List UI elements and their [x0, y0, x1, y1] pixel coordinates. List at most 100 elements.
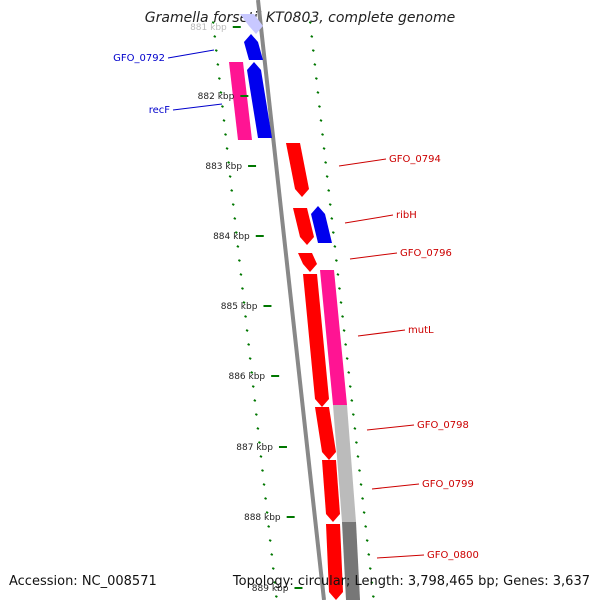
genome-backbone	[256, 0, 326, 600]
gc-dot-tracks	[211, 21, 375, 598]
gc-dot	[328, 203, 332, 206]
gc-dot	[327, 189, 331, 192]
gene-feature-7	[298, 253, 317, 272]
gc-dot	[308, 21, 312, 24]
gc-dot	[316, 91, 320, 94]
tick-label: 881 kbp	[190, 23, 227, 33]
gc-dot	[214, 49, 218, 52]
gc-dot	[338, 287, 341, 290]
accession-text: Accession: NC_008571	[9, 574, 157, 589]
gc-dot	[250, 371, 254, 374]
gc-dot	[347, 371, 351, 374]
gc-dot	[318, 105, 321, 108]
gc-dot	[254, 413, 258, 416]
gc-dot	[354, 441, 358, 444]
gc-dot	[331, 231, 335, 234]
gc-dot	[330, 217, 334, 220]
gene-leader-line	[357, 329, 406, 337]
gene-features	[229, 14, 360, 600]
gene-leader-line	[371, 483, 420, 490]
gc-dot	[367, 553, 371, 556]
gc-dot	[244, 315, 248, 318]
gene-label: GFO_0800	[427, 550, 479, 561]
gc-dot	[313, 63, 317, 66]
gc-dot	[245, 329, 249, 332]
gc-dot	[365, 539, 369, 542]
gene-feature-10	[333, 405, 356, 522]
gc-dot	[324, 161, 328, 164]
gc-dot	[274, 595, 278, 598]
tick-label: 887 kbp	[236, 443, 273, 453]
gene-label: GFO_0798	[417, 420, 469, 431]
gene-label: GFO_0794	[389, 154, 441, 165]
gene-leader-line	[344, 214, 394, 224]
gc-dot	[262, 483, 266, 486]
gc-dot	[233, 217, 237, 220]
gene-feature-4	[286, 143, 309, 197]
gene-leader-line	[376, 554, 425, 559]
tick-label: 885 kbp	[221, 302, 258, 312]
gc-dot	[368, 567, 372, 570]
gene-leader-line	[338, 158, 387, 167]
gc-dot	[271, 567, 275, 570]
gc-dot	[310, 35, 314, 38]
gene-feature-8	[320, 270, 347, 405]
gc-dot	[322, 147, 326, 150]
gene-feature-0	[240, 14, 263, 34]
gc-dot	[353, 427, 357, 430]
gc-dot	[359, 483, 363, 486]
gc-dot	[361, 497, 365, 500]
gc-dot	[231, 203, 235, 206]
gene-label: GFO_0792	[113, 53, 165, 64]
gc-dot	[222, 119, 226, 122]
gc-dot	[325, 175, 329, 178]
gc-dot	[234, 231, 238, 234]
gene-labels: GFO_0792 recF GFO_0794 ribH GFO_0796 mutL GFO_…	[113, 49, 479, 561]
gc-dot	[362, 511, 366, 514]
gc-dot	[251, 385, 255, 388]
gc-dot	[230, 189, 234, 192]
gc-dot	[336, 273, 340, 276]
gc-dot	[219, 91, 223, 94]
gc-dot	[341, 315, 345, 318]
gc-dot	[261, 469, 264, 472]
gc-dot	[237, 259, 241, 262]
tick-label: 886 kbp	[228, 372, 265, 382]
tick-label: 882 kbp	[198, 92, 235, 102]
gc-dot	[253, 399, 257, 402]
gc-dot	[270, 553, 274, 556]
gene-leader-line	[172, 103, 223, 111]
gc-dot	[273, 581, 277, 584]
gene-feature-5	[293, 208, 314, 245]
gc-dot	[259, 455, 263, 458]
gc-dot	[242, 301, 246, 304]
gene-label: GFO_0799	[422, 479, 474, 490]
gc-dot	[344, 343, 348, 346]
gc-dot	[321, 133, 324, 136]
gene-label: ribH	[396, 210, 417, 221]
gc-dot	[257, 441, 261, 444]
tick-label: 888 kbp	[244, 513, 281, 523]
gc-dot	[224, 133, 227, 136]
gene-label: mutL	[408, 325, 434, 336]
gc-dot	[348, 385, 352, 388]
gene-feature-6	[311, 206, 332, 243]
gc-dot	[267, 525, 271, 528]
tick-label: 884 kbp	[213, 232, 250, 242]
gc-dot	[256, 427, 260, 430]
gc-dot	[247, 343, 251, 346]
gc-dot	[311, 49, 315, 52]
gc-dot	[211, 21, 215, 24]
gene-label: GFO_0796	[400, 248, 452, 259]
gc-dot	[314, 77, 318, 80]
gc-dot	[319, 119, 323, 122]
gc-dot	[345, 357, 349, 360]
gc-dot	[364, 525, 368, 528]
gc-dot	[339, 301, 343, 304]
gc-dot	[236, 245, 240, 248]
gc-dot	[221, 105, 224, 108]
gc-dot	[248, 357, 252, 360]
gc-dot	[241, 287, 244, 290]
gc-dot	[265, 511, 269, 514]
